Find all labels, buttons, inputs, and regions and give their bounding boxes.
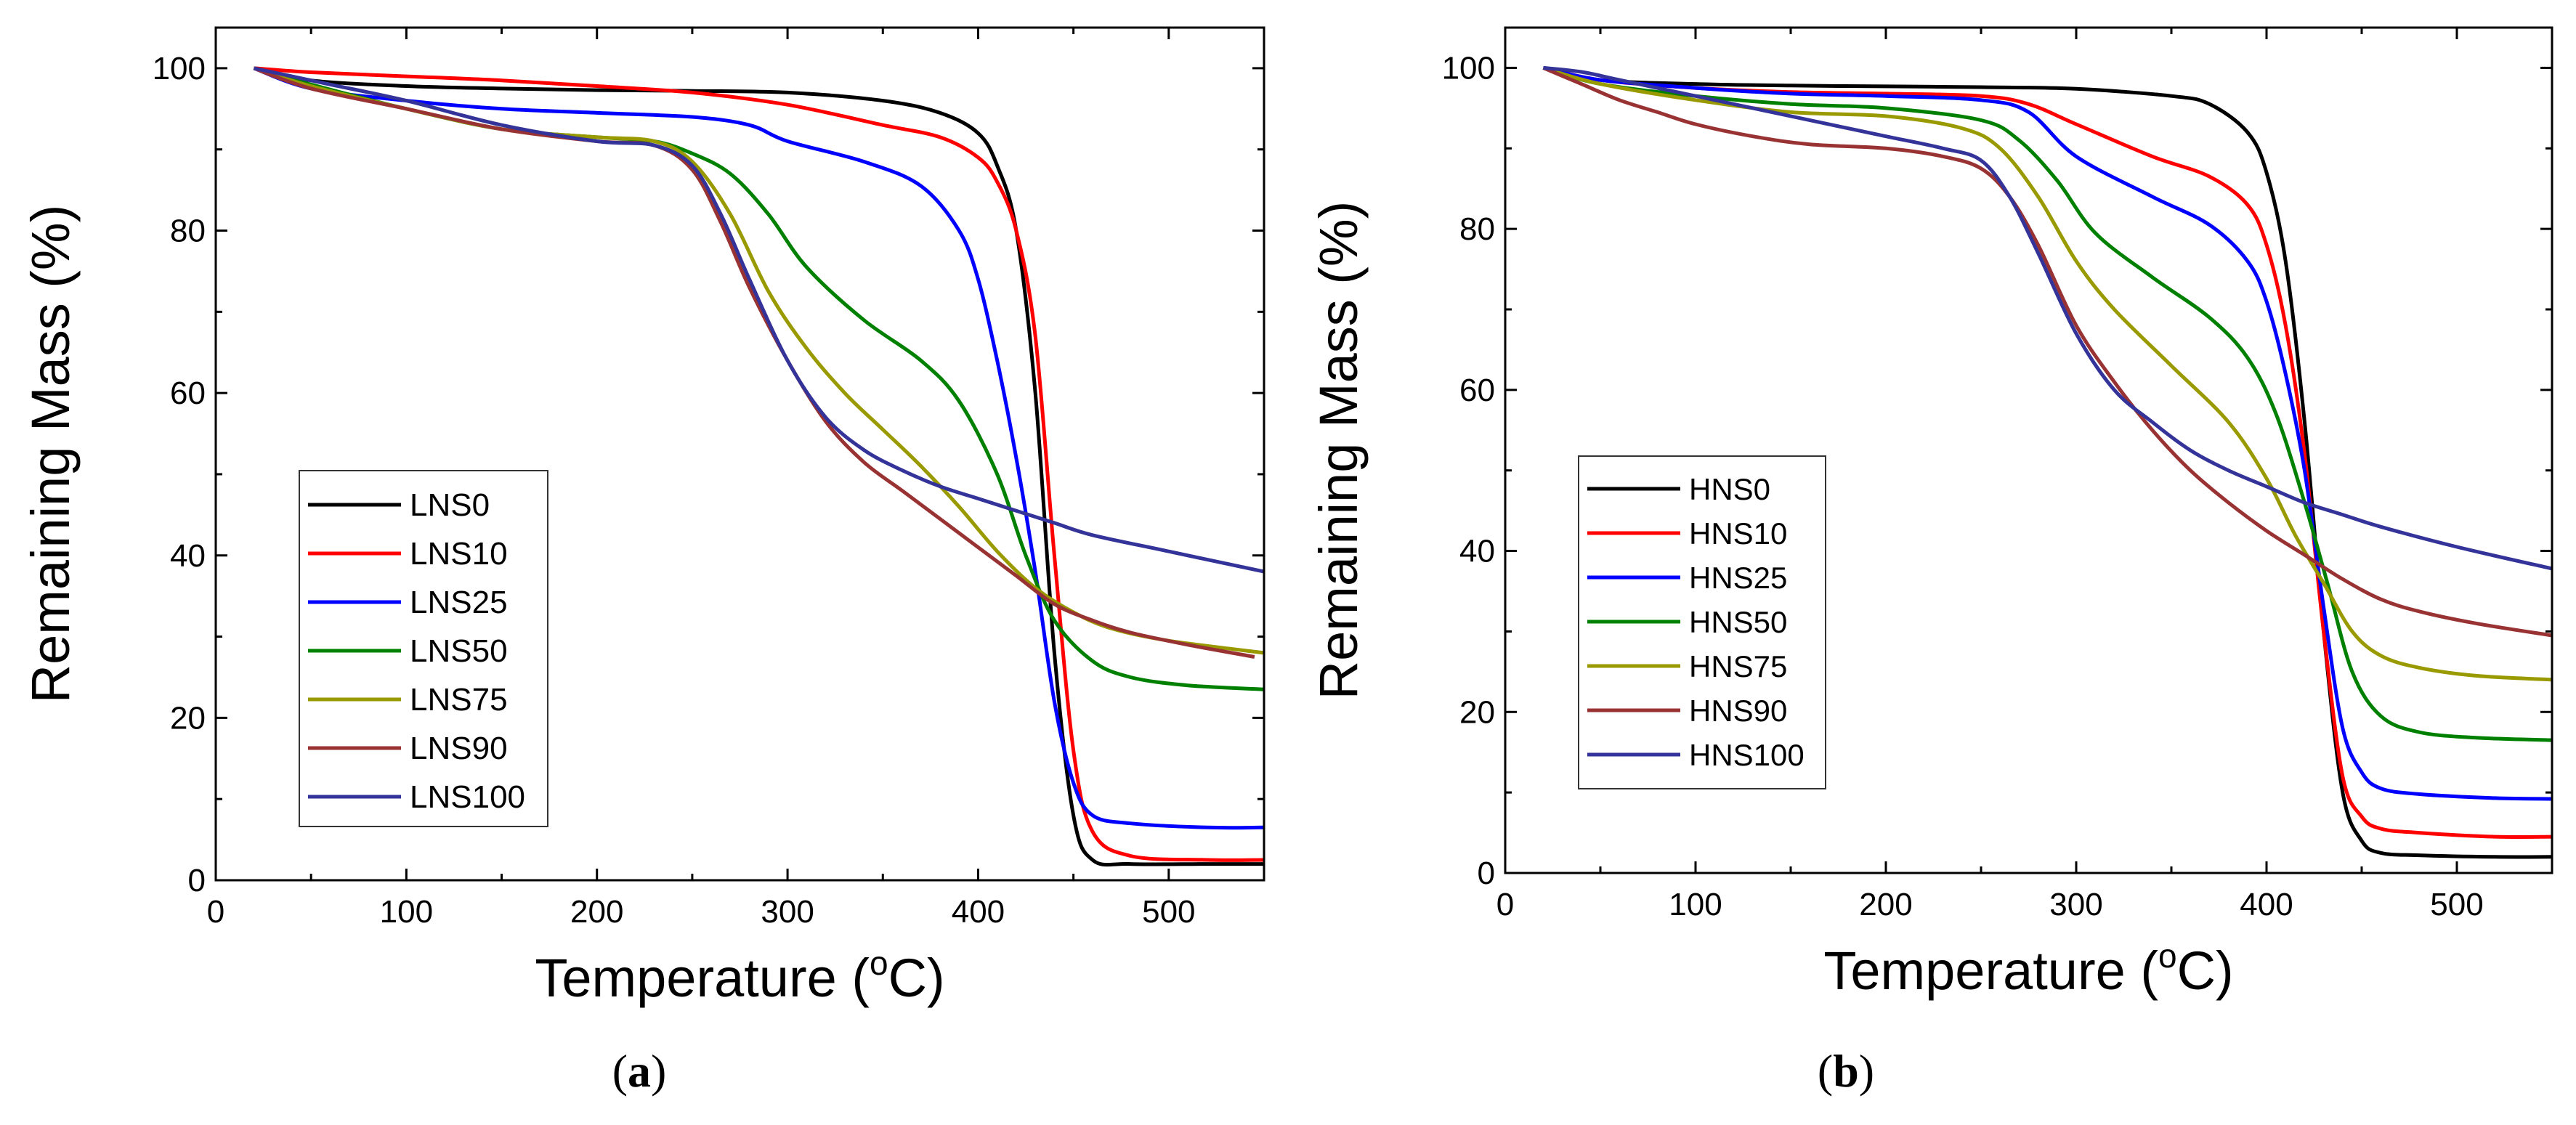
x-tick-label-500: 500: [2430, 887, 2483, 922]
chart-panel-b: 0 100 200 300 400 500 0 20 40 60 80 100 Temperature …: [1288, 0, 2576, 1125]
y-axis-label: Remaining Mass (%): [20, 205, 81, 704]
y-tick-label-40: 40: [1459, 534, 1495, 569]
plot-area: [253, 66, 1264, 867]
y-tick-label-40: 40: [170, 538, 206, 574]
legend-label-HNS100: HNS100: [1689, 738, 1805, 772]
series-line-HNS90: [1542, 66, 2552, 638]
x-tick-label-0: 0: [207, 894, 224, 930]
series-line-HNS100: [1543, 65, 2552, 571]
x-tick-label-300: 300: [761, 894, 814, 930]
y-tick-label-80: 80: [170, 214, 206, 249]
x-tick-label-300: 300: [2049, 887, 2102, 922]
legend-label-HNS90: HNS90: [1689, 694, 1787, 728]
legend-box: [299, 470, 548, 827]
y-tick-label-100: 100: [153, 51, 206, 86]
y-tick-label-20: 20: [170, 700, 206, 736]
y-tick-label-20: 20: [1459, 694, 1495, 730]
legend-label-LNS25: LNS25: [410, 585, 508, 620]
y-tick-label-60: 60: [170, 375, 206, 411]
x-tick-label-0: 0: [1496, 887, 1514, 922]
panel-label-b: (b): [1817, 1045, 1875, 1097]
plot-frame: [1504, 26, 2553, 874]
x-axis-label: Temperature (oC): [1823, 937, 2233, 1001]
chart-panel-a: 0 100 200 300 400 500 0 20 40 60 80 100 Temperature …: [20, 26, 1265, 1097]
legend-label-LNS90: LNS90: [410, 731, 508, 766]
y-tick-label-0: 0: [1478, 856, 1495, 891]
panel-label-b-letter: b: [1833, 1045, 1859, 1097]
x-axis-label: Temperature (oC): [535, 944, 944, 1008]
plot-area: [1542, 65, 2552, 859]
x-tick-label-200: 200: [1859, 887, 1912, 922]
legend: HNS0 HNS10 HNS25 HNS50 HNS75 HNS90 HNS100: [1578, 455, 1826, 789]
y-axis-label: Remaining Mass (%): [1308, 201, 1369, 700]
legend-label-HNS50: HNS50: [1689, 605, 1787, 639]
x-tick-label-400: 400: [952, 894, 1005, 930]
panel-label-a: (a): [612, 1045, 667, 1097]
legend-label-HNS10: HNS10: [1689, 516, 1787, 551]
series-line-HNS75: [1542, 65, 2552, 682]
legend-label-HNS0: HNS0: [1689, 472, 1770, 506]
legend-label-LNS75: LNS75: [410, 682, 508, 718]
series-line-LNS0: [253, 66, 1264, 867]
series-line-LNS100: [253, 66, 1264, 574]
legend-label-LNS100: LNS100: [410, 779, 525, 815]
series-line-LNS25: [253, 66, 1264, 830]
tga-chart-a: 0 100 200 300 400 500 0 20 40 60 80 100 Temperature …: [20, 26, 1265, 1008]
x-tick-label-500: 500: [1142, 894, 1195, 930]
legend-label-HNS75: HNS75: [1689, 649, 1787, 683]
y-tick-label-80: 80: [1459, 211, 1495, 247]
x-tick-label-400: 400: [2240, 887, 2293, 922]
y-tick-label-60: 60: [1459, 373, 1495, 408]
legend-label-LNS50: LNS50: [410, 633, 508, 669]
legend-label-LNS0: LNS0: [410, 487, 490, 523]
x-tick-label-200: 200: [570, 894, 623, 930]
series-line-HNS0: [1542, 65, 2552, 859]
y-tick-label-0: 0: [188, 863, 206, 898]
series-line-LNS10: [254, 66, 1264, 862]
y-tick-label-100: 100: [1442, 50, 1495, 86]
tga-chart-b: 0 100 200 300 400 500 0 20 40 60 80 100 Temperature …: [1308, 26, 2553, 1001]
series-line-HNS50: [1542, 65, 2552, 742]
legend-label-HNS25: HNS25: [1689, 561, 1787, 595]
legend-label-LNS10: LNS10: [410, 536, 508, 572]
series-line-HNS25: [1542, 65, 2552, 801]
plot-frame: [214, 26, 1265, 882]
x-tick-label-100: 100: [1669, 887, 1722, 922]
x-tick-label-100: 100: [380, 894, 433, 930]
legend-box: [1578, 455, 1826, 789]
panel-label-a-letter: a: [628, 1045, 651, 1097]
legend: LNS0 LNS10 LNS25 LNS50 LNS75 LNS90 LNS100: [299, 470, 548, 827]
